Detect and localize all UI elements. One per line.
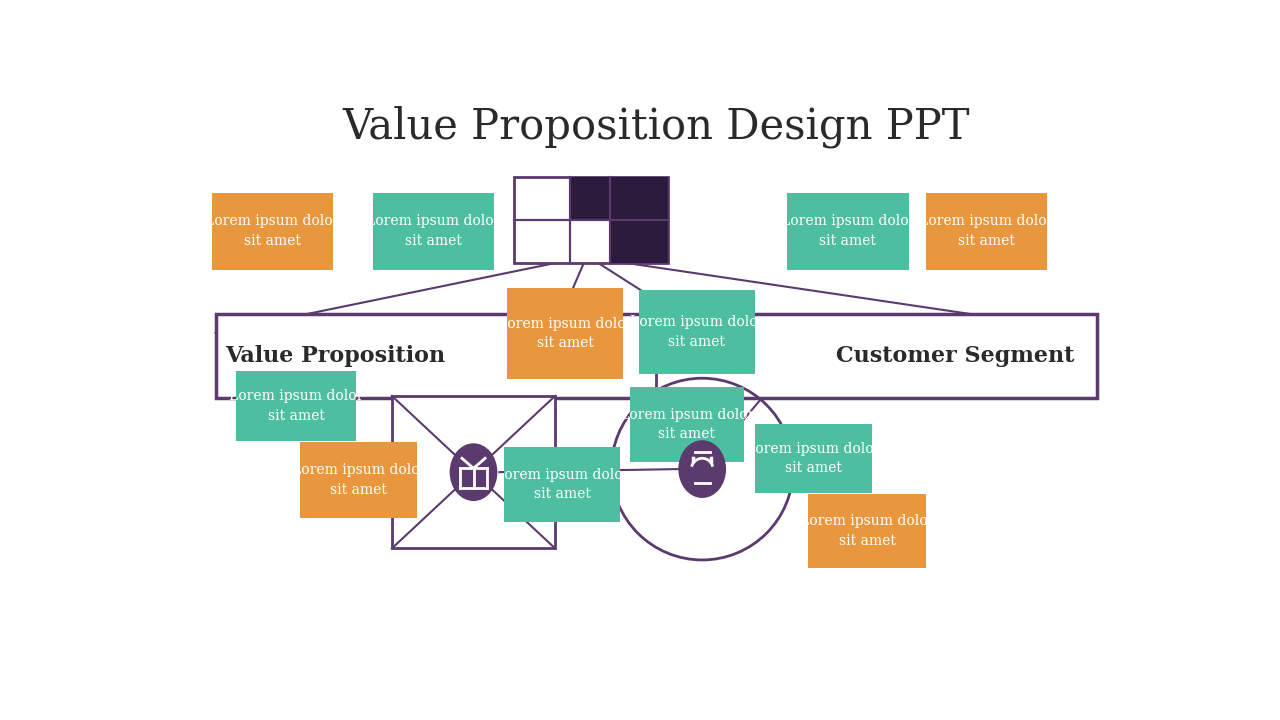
Bar [237, 372, 356, 441]
Text: Lorem ipsum dolor
sit amet: Lorem ipsum dolor sit amet [205, 215, 339, 248]
Text: Lorem ipsum dolor
sit amet: Lorem ipsum dolor sit amet [630, 315, 764, 348]
Bar [392, 396, 556, 549]
Text: Customer Segment: Customer Segment [836, 345, 1074, 367]
Text: Lorem ipsum dolor
sit amet: Lorem ipsum dolor sit amet [919, 215, 1053, 248]
Text: Lorem ipsum dolor
sit amet: Lorem ipsum dolor sit amet [229, 390, 364, 423]
Ellipse shape [449, 444, 498, 501]
Bar [755, 423, 872, 493]
Bar [515, 177, 668, 264]
Bar [787, 193, 909, 270]
Bar [372, 193, 494, 270]
Bar [504, 446, 620, 522]
Bar [301, 442, 417, 518]
Bar [215, 313, 1097, 398]
Text: Lorem ipsum dolor
sit amet: Lorem ipsum dolor sit amet [498, 317, 632, 351]
Bar [570, 177, 609, 220]
Text: Lorem ipsum dolor
sit amet: Lorem ipsum dolor sit amet [366, 215, 500, 248]
Bar [639, 290, 755, 374]
Bar [630, 387, 744, 462]
Ellipse shape [678, 440, 726, 498]
Bar [211, 193, 333, 270]
Bar [925, 193, 1047, 270]
Bar [809, 495, 925, 567]
Text: Value Proposition: Value Proposition [225, 345, 445, 367]
Bar [609, 177, 668, 264]
Text: Lorem ipsum dolor
sit amet: Lorem ipsum dolor sit amet [292, 463, 426, 497]
Text: Lorem ipsum dolor
sit amet: Lorem ipsum dolor sit amet [620, 408, 754, 441]
Text: Lorem ipsum dolor
sit amet: Lorem ipsum dolor sit amet [746, 441, 881, 475]
Bar [507, 288, 623, 379]
Text: Lorem ipsum dolor
sit amet: Lorem ipsum dolor sit amet [800, 514, 934, 548]
Text: Lorem ipsum dolor
sit amet: Lorem ipsum dolor sit amet [495, 468, 630, 501]
Text: Value Proposition Design PPT: Value Proposition Design PPT [342, 105, 970, 148]
Text: Lorem ipsum dolor
sit amet: Lorem ipsum dolor sit amet [781, 215, 915, 248]
